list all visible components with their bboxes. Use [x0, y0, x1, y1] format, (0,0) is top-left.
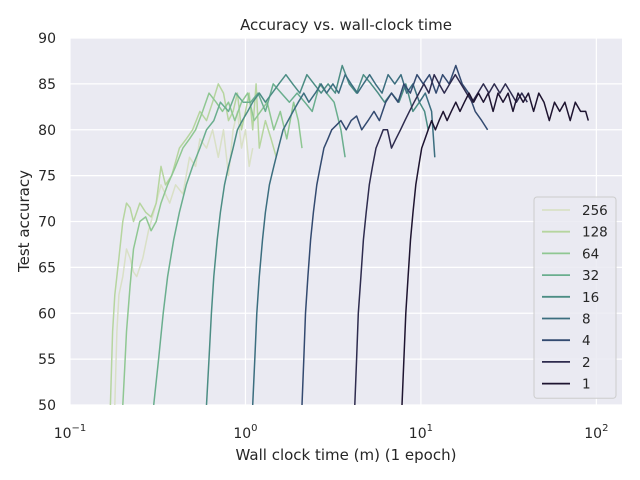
legend-label: 128 [582, 225, 608, 241]
y-ticks: 50 55 60 65 70 75 80 85 90 [38, 31, 56, 414]
y-tick-label: 55 [38, 352, 56, 368]
x-tick-base: 10 [584, 426, 602, 442]
x-tick-base: 10 [409, 426, 427, 442]
legend-label: 32 [582, 268, 599, 284]
x-tick-label: 102 [584, 423, 608, 442]
legend: 256 128 64 32 16 8 4 2 1 [533, 196, 617, 399]
x-tick-base: 10 [233, 426, 251, 442]
y-tick-label: 65 [38, 260, 56, 276]
series-line-2 [354, 73, 528, 405]
y-tick-label: 70 [38, 215, 56, 231]
series-line-32 [152, 83, 346, 405]
y-tick-label: 75 [38, 169, 56, 185]
legend-label: 1 [582, 377, 591, 393]
legend-label: 64 [582, 246, 599, 262]
y-axis-label: Test accuracy [15, 170, 33, 273]
legend-label: 2 [582, 355, 591, 371]
chart-title: Accuracy vs. wall-clock time [240, 16, 452, 34]
series-line-1 [401, 92, 590, 405]
legend-label: 256 [582, 203, 608, 219]
series-line-64 [122, 92, 303, 405]
x-tick-label: 10−1 [54, 423, 87, 442]
x-ticks: 10−1 100 101 102 [54, 423, 609, 442]
legend-label: 4 [582, 333, 591, 349]
legend-label: 16 [582, 290, 599, 306]
y-tick-label: 80 [38, 123, 56, 139]
y-tick-label: 90 [38, 31, 56, 47]
x-tick-exponent: 1 [427, 423, 433, 434]
legend-label: 8 [582, 312, 591, 328]
x-tick-exponent: 2 [602, 423, 608, 434]
y-tick-label: 85 [38, 77, 56, 93]
x-tick-exponent: −1 [72, 423, 87, 434]
x-axis-label: Wall clock time (m) (1 epoch) [236, 446, 457, 464]
y-tick-label: 60 [38, 306, 56, 322]
x-tick-label: 101 [409, 423, 433, 442]
series-line-8 [251, 73, 436, 405]
y-tick-label: 50 [38, 398, 56, 414]
x-tick-label: 100 [233, 423, 257, 442]
x-tick-exponent: 0 [251, 423, 257, 434]
series-line-256 [114, 110, 254, 405]
legend-box [533, 196, 617, 399]
series-layer [109, 64, 590, 405]
grid [69, 37, 622, 406]
x-tick-base: 10 [54, 426, 72, 442]
